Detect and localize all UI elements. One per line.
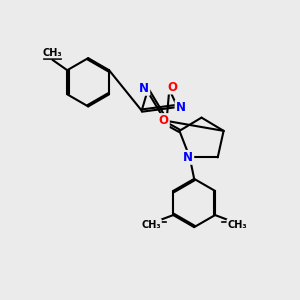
Text: CH₃: CH₃ [141,220,161,230]
Text: O: O [159,114,169,127]
Text: CH₃: CH₃ [43,47,62,58]
Text: O: O [167,81,177,94]
Text: CH₃: CH₃ [227,220,247,230]
Text: N: N [183,151,193,164]
Text: N: N [176,101,186,114]
Text: N: N [139,82,149,95]
